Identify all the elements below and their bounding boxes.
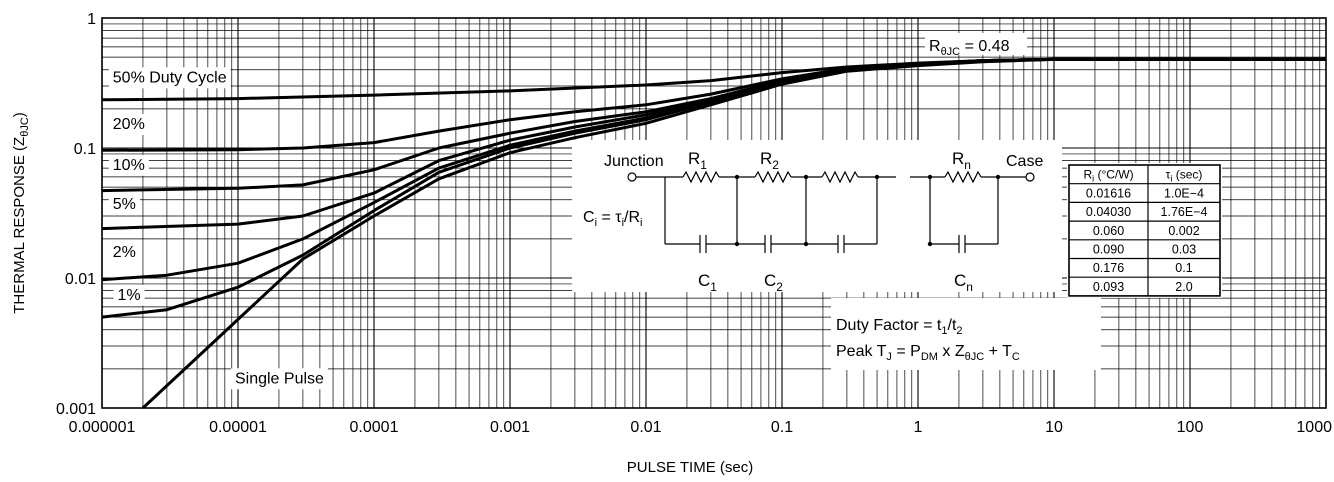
case-label: Case bbox=[1006, 153, 1043, 170]
table-cell: 0.1 bbox=[1175, 261, 1192, 275]
series-label-2: 10% bbox=[113, 157, 145, 174]
table-cell: 0.03 bbox=[1172, 243, 1196, 257]
x-tick-label: 100 bbox=[1177, 419, 1204, 436]
x-tick-label: 0.001 bbox=[490, 419, 530, 436]
table-header-cell: Ri (°C/W) bbox=[1083, 168, 1133, 184]
junction-label: Junction bbox=[604, 153, 664, 170]
y-axis-title: THERMAL RESPONSE (ZθJC) bbox=[11, 112, 31, 314]
series-label-bg bbox=[230, 368, 329, 390]
x-tick-labels: 0.000001 0.00001 0.0001 0.001 0.01 0.1 1 10 100 1… bbox=[69, 419, 1332, 436]
x-tick-label: 0.01 bbox=[630, 419, 661, 436]
series-label-bg bbox=[113, 284, 145, 306]
series-label-6: Single Pulse bbox=[235, 370, 324, 387]
series-label-bg bbox=[108, 154, 149, 176]
y-tick-label: 0.001 bbox=[56, 401, 96, 418]
table-cell: 0.093 bbox=[1093, 280, 1124, 294]
peak-tj-formula: Peak TJ = PDM x ZθJC + TC bbox=[836, 343, 1020, 363]
case-terminal bbox=[1025, 172, 1035, 182]
table-cell: 0.060 bbox=[1093, 224, 1124, 238]
series-label-4: 2% bbox=[113, 244, 136, 261]
rc-parameter-table: Ri (°C/W) τi (sec) 0.01616 1.0E−4 0.04030 1.7… bbox=[1067, 163, 1222, 298]
cn-label: Cn bbox=[954, 271, 973, 294]
r2-label: R2 bbox=[760, 149, 779, 172]
plot-frame bbox=[101, 17, 1327, 409]
table-cell: 2.0 bbox=[1175, 280, 1192, 294]
resistor-r1 bbox=[682, 170, 720, 184]
table-cell: 0.002 bbox=[1168, 224, 1199, 238]
y-tick-label: 0.1 bbox=[74, 141, 96, 158]
ci-formula: Ci = τi/Ri bbox=[583, 209, 642, 229]
series-line-6 bbox=[141, 57, 1326, 410]
x-tick-label: 10 bbox=[1045, 419, 1063, 436]
series-label-bg bbox=[108, 242, 140, 264]
curve-labels: 50% Duty Cycle 20% 10% 5% 2% 1% Single Pulse bbox=[108, 67, 329, 390]
series-label-5: 1% bbox=[117, 287, 140, 304]
x-axis-title: PULSE TIME (sec) bbox=[627, 459, 753, 476]
x-tick-label: 1 bbox=[914, 419, 923, 436]
series-label-bg bbox=[108, 114, 149, 136]
series-label-3: 5% bbox=[113, 196, 136, 213]
series-label-bg bbox=[108, 193, 140, 215]
x-tick-label: 1000 bbox=[1296, 419, 1332, 436]
y-tick-label: 0.01 bbox=[65, 271, 96, 288]
rc-circuit: Junction Case R1 R2 Rn Ci = τi/Ri C1 C2 … bbox=[572, 140, 1062, 294]
table-cell: 1.76E−4 bbox=[1161, 205, 1208, 219]
junction-terminal bbox=[627, 172, 637, 182]
series-label-1: 20% bbox=[113, 116, 145, 133]
rn-label: Rn bbox=[952, 149, 971, 172]
table-border bbox=[1068, 164, 1221, 297]
resistor-r2 bbox=[754, 170, 792, 184]
x-tick-label: 0.00001 bbox=[209, 419, 267, 436]
r1-label: R1 bbox=[688, 149, 707, 172]
table-cell: 0.090 bbox=[1093, 243, 1124, 257]
table-header-cell: τi (sec) bbox=[1166, 168, 1203, 184]
x-tick-label: 0.000001 bbox=[69, 419, 136, 436]
svg-text:Duty Factor = t1/t2: Duty Factor = t1/t2 bbox=[836, 317, 963, 337]
curves bbox=[101, 57, 1326, 410]
rthjc-annotation: RθJC = 0.48 bbox=[925, 33, 1027, 58]
svg-text:RθJC = 0.48: RθJC = 0.48 bbox=[929, 38, 1010, 58]
c1-label: C1 bbox=[698, 271, 717, 294]
x-tick-label: 0.0001 bbox=[350, 419, 399, 436]
y-tick-labels: 1 0.1 0.01 0.001 bbox=[56, 11, 96, 418]
x-tick-label: 0.1 bbox=[771, 419, 793, 436]
duty-factor-annotation: Duty Factor = t1/t2 Peak TJ = PDM x ZθJC… bbox=[831, 298, 1101, 370]
resistor-r3 bbox=[821, 170, 859, 184]
table-cell: 0.04030 bbox=[1086, 205, 1131, 219]
series-label-bg bbox=[108, 67, 231, 89]
table-cell: 0.176 bbox=[1093, 261, 1124, 275]
y-tick-label: 1 bbox=[87, 11, 96, 28]
table-cell: 1.0E−4 bbox=[1164, 186, 1204, 200]
table-cell: 0.01616 bbox=[1086, 186, 1131, 200]
table-bg bbox=[1067, 163, 1222, 298]
series-label-0: 50% Duty Cycle bbox=[113, 69, 227, 86]
resistor-rn bbox=[944, 170, 982, 184]
c2-label: C2 bbox=[764, 271, 783, 294]
